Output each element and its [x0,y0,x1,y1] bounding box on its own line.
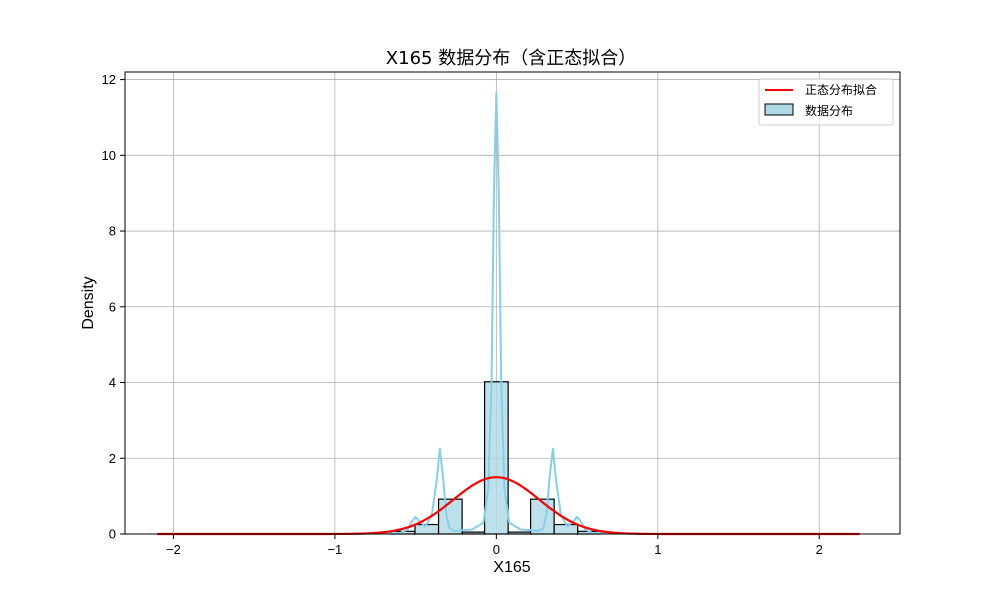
y-tick-label-3: 6 [109,299,116,314]
plot-frame [124,71,901,535]
y-tick-label-1: 2 [109,451,116,466]
y-tick-label-5: 10 [102,148,116,163]
y-axis-label: Density [80,276,97,329]
y-axis-ticks: 0 2 4 6 8 10 12 [102,72,125,542]
y-tick-label-4: 8 [109,224,116,239]
grid [125,72,900,535]
y-tick-label-0: 0 [109,527,116,542]
legend-patch-data [764,103,794,116]
x-tick-label-1: −1 [327,542,342,557]
legend-label-data: 数据分布 [805,103,853,118]
x-tick-label-3: 1 [654,542,661,557]
x-axis-ticks: −2 −1 0 1 2 [166,534,823,557]
x-tick-label-0: −2 [166,542,181,557]
histogram-bar-4 [483,381,509,535]
x-tick-label-2: 0 [493,542,500,557]
kde-line [351,91,642,535]
legend-label-normal: 正态分布拟合 [805,82,877,97]
plot-area [124,71,901,536]
y-tick-label-6: 12 [102,72,116,87]
legend: 正态分布拟合 数据分布 [758,78,894,126]
x-axis-label: X165 [493,559,530,576]
histogram-bar-1 [414,523,440,535]
chart-title: X165 数据分布（含正态拟合） [386,48,636,69]
y-tick-label-2: 4 [109,375,116,390]
kde-curve [351,91,642,535]
x-tick-label-4: 2 [816,542,823,557]
histogram-bar-7 [553,523,579,535]
